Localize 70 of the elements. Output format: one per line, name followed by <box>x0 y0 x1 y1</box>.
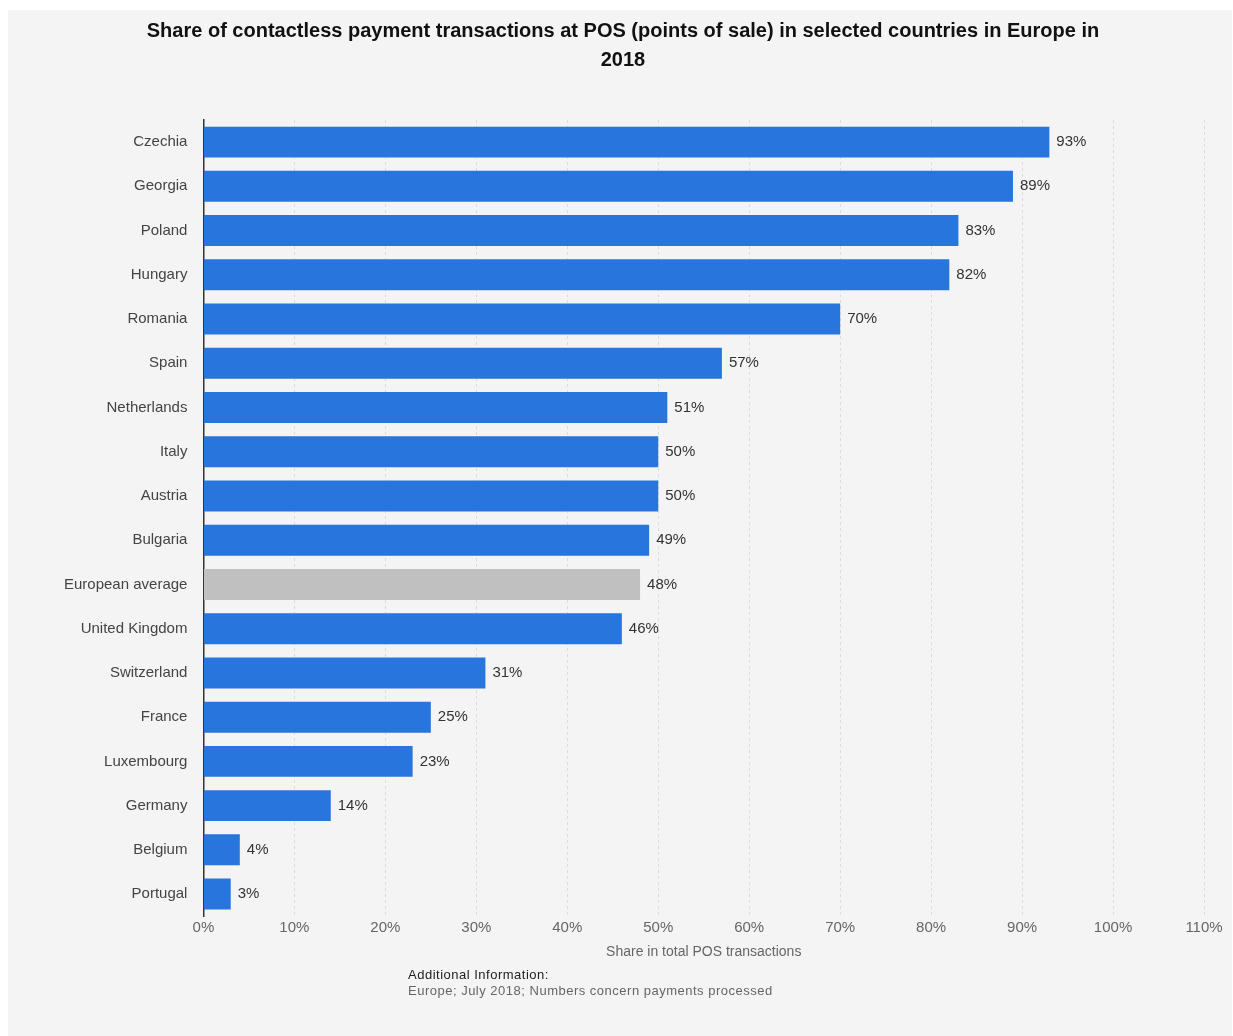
bar <box>203 392 668 423</box>
y-tick-label: Poland <box>140 220 188 238</box>
bar <box>203 790 331 822</box>
x-tick-label: 30% <box>461 918 492 936</box>
y-tick-label: Romania <box>127 309 189 327</box>
bar <box>203 126 1050 158</box>
y-tick-label: Georgia <box>134 176 189 194</box>
y-tick-label: Bulgaria <box>132 530 189 548</box>
bar <box>203 436 659 468</box>
data-label: 83% <box>965 220 996 238</box>
x-tick-label: 20% <box>370 918 401 936</box>
y-tick-label: Austria <box>140 486 189 504</box>
bar <box>203 834 240 866</box>
y-tick-label: Germany <box>125 795 188 813</box>
x-tick-label: 0% <box>192 918 215 936</box>
data-label: 70% <box>847 309 878 327</box>
bar <box>203 657 486 689</box>
bar <box>203 613 622 645</box>
data-label: 51% <box>674 397 705 415</box>
x-tick-label: 10% <box>279 918 310 936</box>
y-tick-label: Italy <box>159 441 188 459</box>
bar <box>203 303 841 335</box>
y-tick-label: United Kingdom <box>80 618 188 636</box>
data-label: 89% <box>1019 176 1051 194</box>
bar <box>203 170 1013 202</box>
y-tick-label: Hungary <box>130 264 188 282</box>
data-label: 57% <box>728 353 759 371</box>
text: Europe; July 2018; Numbers concern payments processed <box>408 983 773 999</box>
y-tick-label: European average <box>63 574 188 592</box>
x-tick-label: 40% <box>552 918 583 936</box>
text: Additional Information: <box>408 967 550 983</box>
bar <box>203 259 950 291</box>
data-label: 23% <box>419 751 450 769</box>
y-tick-label: Luxembourg <box>104 751 188 769</box>
y-tick-label: Switzerland <box>109 663 188 681</box>
x-tick-label: 100% <box>1093 918 1133 936</box>
data-label: 50% <box>665 441 696 459</box>
data-label: 14% <box>337 795 368 813</box>
y-tick-label: Portugal <box>131 884 188 902</box>
y-tick-label: Netherlands <box>106 397 188 415</box>
bar <box>203 215 959 247</box>
x-axis-title: Share in total POS transactions <box>606 943 802 960</box>
data-label: 50% <box>665 486 696 504</box>
y-tick-label: Belgium <box>133 839 188 857</box>
x-tick-label: 70% <box>825 918 856 936</box>
data-label: 25% <box>437 707 468 725</box>
x-tick-label: 110% <box>1185 918 1223 936</box>
x-tick-label: 50% <box>643 918 674 936</box>
data-label: 93% <box>1056 132 1087 150</box>
bar <box>203 480 659 512</box>
data-label: 49% <box>656 530 687 548</box>
data-label: 3% <box>237 884 260 902</box>
data-label: 82% <box>956 264 987 282</box>
bar <box>203 878 231 910</box>
bar <box>203 745 413 777</box>
data-label: 31% <box>492 663 523 681</box>
data-label: 46% <box>628 618 659 636</box>
y-tick-label: Czechia <box>133 132 189 150</box>
bar <box>203 524 650 556</box>
x-tick-label: 60% <box>734 918 765 936</box>
x-tick-label: 80% <box>916 918 947 936</box>
y-tick-label: Spain <box>149 353 188 371</box>
chart-title: Share of contactless payment transactions at POS (points of sale) in selected countries in Europe in 2018 <box>145 18 1101 72</box>
bar <box>203 347 722 379</box>
bar <box>203 568 641 600</box>
data-label: 48% <box>647 574 678 592</box>
data-label: 4% <box>246 839 269 857</box>
y-tick-label: France <box>140 707 188 725</box>
bar <box>203 701 431 733</box>
x-tick-label: 90% <box>1007 918 1038 936</box>
